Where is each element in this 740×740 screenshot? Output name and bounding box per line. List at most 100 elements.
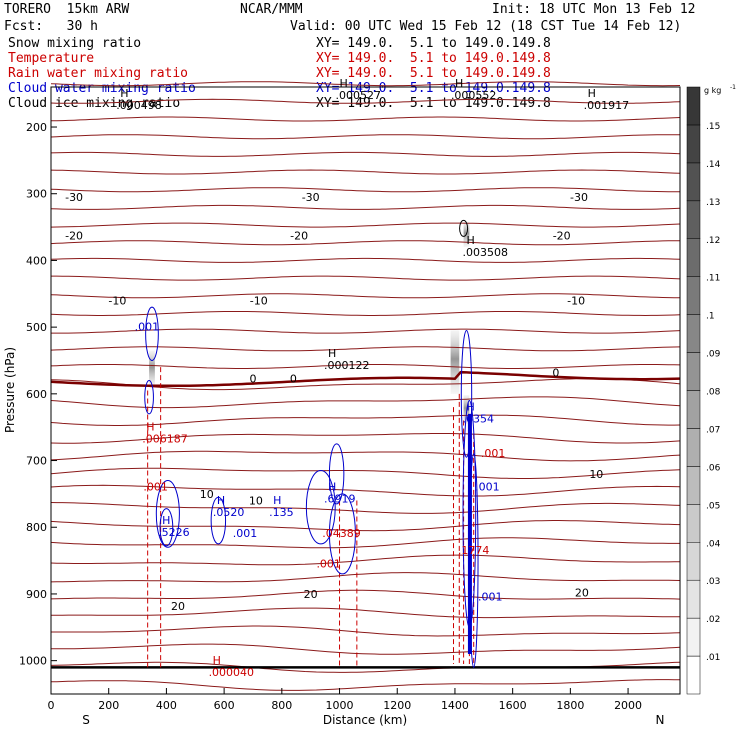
x-tick-label: 1400 bbox=[441, 699, 469, 712]
contour-label: .1774 bbox=[458, 544, 490, 557]
colorbar: .01 .02 .03 .04 .05 .06 .07 .08 .09 .1 .11 .12 .13 .1… bbox=[686, 84, 736, 695]
isotherm-line bbox=[50, 187, 680, 193]
y-tick-label: 400 bbox=[26, 254, 47, 267]
temperature-label: 0 bbox=[290, 372, 297, 385]
extremum-marker: H bbox=[328, 481, 336, 494]
extremum-marker: H bbox=[213, 654, 221, 667]
x-end-left: S bbox=[82, 713, 90, 727]
extremum-value: .5226 bbox=[158, 526, 190, 539]
isotherm-line bbox=[50, 134, 681, 140]
cloud-water-contour bbox=[460, 329, 473, 458]
colorbar-tick-label: .05 bbox=[706, 501, 720, 511]
model-title: TORERO 15km ARW bbox=[4, 2, 130, 17]
legend-xy-cloud-water: XY= 149.0. 5.1 to 149.0.149.8 bbox=[316, 81, 551, 96]
extremum-marker: H bbox=[455, 77, 463, 90]
axis-layer: 0 200 400 600 800 1000 1200 1400 1600 1800 2000200… bbox=[19, 121, 642, 712]
contour-label: .04389 bbox=[322, 527, 361, 540]
cloud-water-contour bbox=[328, 443, 345, 505]
contour-label: .001 bbox=[478, 591, 503, 604]
extremum-value: .000527 bbox=[336, 89, 382, 102]
colorbar-swatch bbox=[686, 200, 701, 239]
colorbar-tick-label: .13 bbox=[706, 198, 720, 208]
extremum-marker: H bbox=[588, 87, 596, 100]
extremum-value: .6354 bbox=[462, 413, 494, 426]
y-tick-label: 300 bbox=[26, 188, 47, 201]
isotherm-line bbox=[50, 537, 680, 549]
cloud-water-contour bbox=[144, 379, 154, 415]
x-tick-label: 400 bbox=[156, 699, 177, 712]
x-tick-label: 200 bbox=[98, 699, 119, 712]
plot-layer: -30 -30 -30 -20 -20 -20 -10 -10 -10 0 0 0 10 10 10 20 20… bbox=[50, 77, 681, 691]
isotherm-line bbox=[50, 204, 681, 210]
colorbar-tick-label: .14 bbox=[706, 160, 721, 170]
isotherm-line bbox=[50, 364, 681, 369]
extremum-value: .6919 bbox=[324, 493, 356, 506]
isotherm-line bbox=[50, 169, 681, 175]
colorbar-swatch bbox=[686, 352, 701, 391]
colorbar-swatch bbox=[686, 617, 701, 657]
colorbar-swatch bbox=[686, 276, 701, 315]
extremum-marker: H bbox=[162, 514, 170, 527]
cloud-water-contour bbox=[210, 496, 227, 545]
temperature-label: 20 bbox=[171, 600, 185, 613]
temperature-label: -20 bbox=[290, 230, 308, 243]
snow-shading bbox=[149, 350, 155, 388]
contour-label: .001 bbox=[316, 557, 341, 570]
legend-xy-rain: XY= 149.0. 5.1 to 149.0.149.8 bbox=[316, 66, 551, 81]
temperature-label: 10 bbox=[200, 488, 214, 501]
colorbar-swatch bbox=[686, 86, 701, 126]
snow-shading bbox=[450, 330, 460, 394]
temperature-label: 20 bbox=[575, 587, 589, 600]
colorbar-tick-label: .07 bbox=[706, 425, 720, 435]
colorbar-tick-label: .11 bbox=[706, 274, 720, 284]
temperature-label: -30 bbox=[302, 191, 320, 204]
extremum-marker: H bbox=[273, 494, 281, 507]
cloud-water-contour bbox=[155, 480, 180, 548]
y-tick-label: 700 bbox=[26, 455, 47, 468]
freezing-level-line bbox=[50, 370, 681, 388]
temperature-label: 20 bbox=[304, 588, 318, 601]
colorbar-swatch bbox=[686, 542, 701, 581]
y-tick-label: 500 bbox=[26, 321, 47, 334]
isotherm-line bbox=[51, 275, 681, 281]
colorbar-swatch bbox=[686, 579, 701, 619]
legend-name-snow: Snow mixing ratio bbox=[8, 36, 142, 51]
extremum-marker: H bbox=[340, 77, 348, 90]
valid-time: Valid: 00 UTC Wed 15 Feb 12 (18 CST Tue … bbox=[290, 19, 682, 34]
y-tick-label: 600 bbox=[26, 388, 47, 401]
x-tick-label: 1600 bbox=[499, 699, 527, 712]
x-tick-label: 1200 bbox=[383, 699, 411, 712]
extremum-value: .000040 bbox=[209, 666, 255, 679]
isotherm-line bbox=[50, 311, 681, 317]
colorbar-swatch bbox=[686, 162, 701, 202]
x-axis-label: Distance (km) bbox=[323, 713, 407, 727]
y-axis-label: Pressure (hPa) bbox=[3, 347, 17, 433]
isotherm-line bbox=[50, 151, 681, 157]
extremum-value: .003508 bbox=[462, 246, 508, 259]
extremum-marker: H bbox=[466, 234, 474, 247]
temperature-label: -30 bbox=[65, 191, 83, 204]
temperature-label: -30 bbox=[570, 191, 588, 204]
colorbar-swatch bbox=[686, 390, 701, 429]
legend-name-rain: Rain water mixing ratio bbox=[8, 66, 189, 81]
contour-label: .001 bbox=[475, 481, 500, 494]
colorbar-swatch bbox=[686, 124, 701, 164]
colorbar-tick-label: .01 bbox=[706, 653, 720, 663]
cloud-water-core bbox=[467, 413, 472, 654]
isotherm-line bbox=[50, 607, 680, 619]
plot-frame bbox=[50, 86, 681, 695]
extremum-value: .001917 bbox=[584, 99, 630, 112]
isotherm-line bbox=[51, 643, 681, 655]
colorbar-tick-label: .02 bbox=[706, 615, 720, 625]
isotherm-line bbox=[51, 328, 681, 334]
temperature-label: -10 bbox=[567, 294, 585, 307]
legend-xy-snow: XY= 149.0. 5.1 to 149.0.149.8 bbox=[316, 36, 551, 51]
colorbar-swatch bbox=[686, 238, 701, 277]
isotherm-line bbox=[50, 98, 681, 104]
y-tick-label: 900 bbox=[26, 588, 47, 601]
isotherm-line bbox=[50, 450, 681, 462]
legend-xy-temperature: XY= 149.0. 5.1 to 149.0.149.8 bbox=[316, 51, 551, 66]
init-time: Init: 18 UTC Mon 13 Feb 12 bbox=[492, 2, 696, 17]
extremum-value: .000122 bbox=[324, 359, 370, 372]
